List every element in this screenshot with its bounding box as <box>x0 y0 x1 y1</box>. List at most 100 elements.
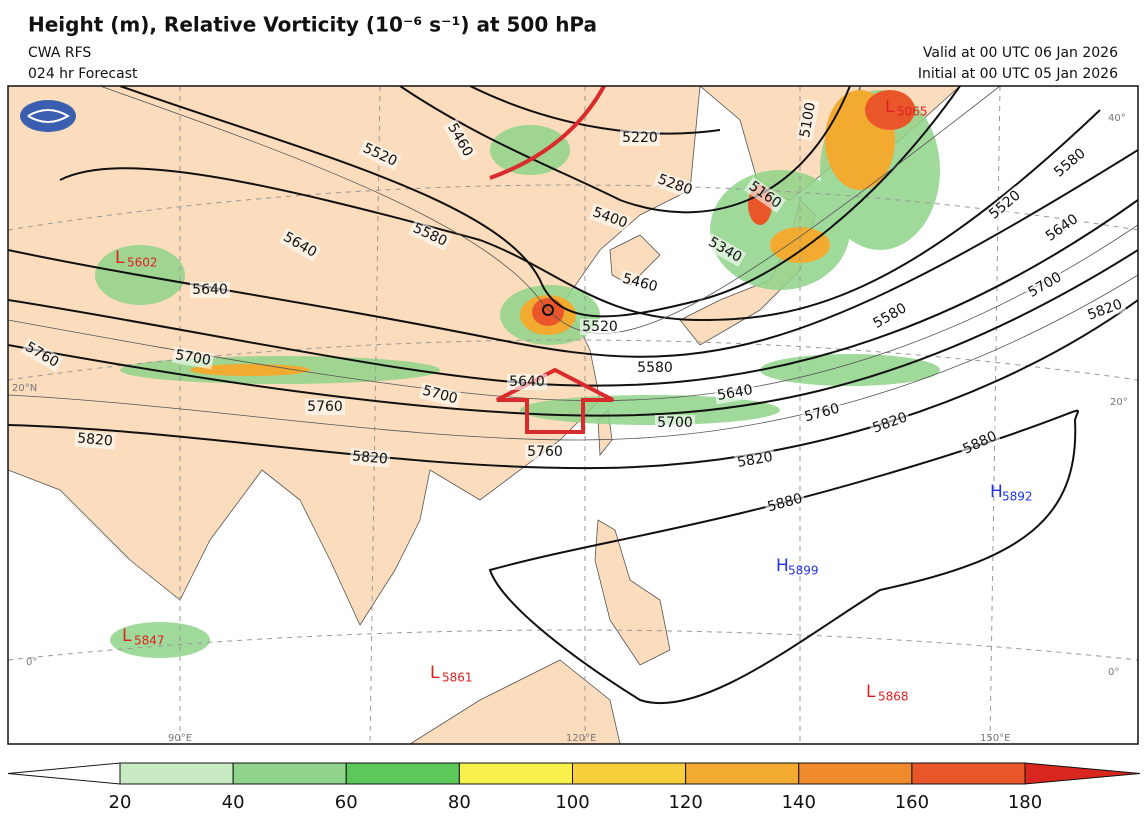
logo <box>20 100 76 132</box>
colorbar-tick-label: 120 <box>668 792 702 813</box>
contour-label: 5760 <box>527 444 563 460</box>
contour-label-bg <box>620 130 660 146</box>
vorticity-shading <box>95 90 940 658</box>
colorbar-segment <box>345 762 460 785</box>
center-letter: L <box>122 626 132 646</box>
colorbar-segment <box>458 762 573 785</box>
center-letter: L <box>115 248 125 268</box>
graticule <box>8 86 1138 744</box>
contour-label-bg <box>1049 144 1091 182</box>
contour-label-bg <box>655 415 695 431</box>
contour-label-bg <box>635 360 675 376</box>
colorbar-segment <box>685 762 800 785</box>
geo-label: 40° <box>1108 113 1126 124</box>
contour-label-bg <box>1041 209 1083 247</box>
contour-label-bg <box>588 203 632 233</box>
arrow-annotation <box>496 367 614 434</box>
center-value: 5868 <box>878 690 909 704</box>
trough-line <box>489 86 606 180</box>
contour-label: 5640 <box>716 382 754 404</box>
contour-label-bg <box>190 282 230 298</box>
colorbar-tick-label: 160 <box>895 792 929 813</box>
colorbar-tick-label: 40 <box>222 792 245 813</box>
colorbar-segment <box>911 762 1026 785</box>
colorbar-segment <box>119 762 234 785</box>
contour-label: 5580 <box>637 360 673 376</box>
geo-label: 0° <box>26 657 37 668</box>
contour-label: 5700 <box>657 415 693 431</box>
center-value: 5861 <box>442 671 473 685</box>
forecast: 024 hr Forecast <box>28 66 138 82</box>
contour-label-bg <box>1023 268 1067 302</box>
contour-label: 5820 <box>77 430 114 449</box>
geo-label: 120°E <box>566 733 596 744</box>
geo-label: 20°N <box>12 383 37 394</box>
contour-label-bg <box>20 338 64 372</box>
valid-time: Valid at 00 UTC 06 Jan 2026 <box>923 45 1118 61</box>
contour-label: 5220 <box>622 130 658 146</box>
contour-label: 5640 <box>509 374 545 390</box>
colorbar-tick-label: 100 <box>555 792 589 813</box>
contour-label-bg <box>763 490 807 516</box>
model: CWA RFS <box>28 45 91 61</box>
contour-label-bg <box>800 400 844 426</box>
land-asia <box>8 86 701 626</box>
logo-mark <box>27 109 70 123</box>
contour-label: 5520 <box>582 319 618 335</box>
initial-time: Initial at 00 UTC 05 Jan 2026 <box>918 66 1118 82</box>
contour-label-bg <box>349 448 391 468</box>
contour-label-bg <box>358 139 402 171</box>
title: Height (m), Relative Vorticity (10⁻⁶ s⁻¹… <box>28 13 597 37</box>
geo-label: 0° <box>1108 667 1119 678</box>
colorbar-low-triangle <box>7 762 121 785</box>
contour-label-bg <box>713 381 757 405</box>
contour-label: 5820 <box>352 448 389 467</box>
colorbar-tick-label: 60 <box>335 792 358 813</box>
contour-label-bg <box>418 382 462 408</box>
contour-label: 5640 <box>192 282 228 298</box>
contour-label: 5100 <box>797 101 819 139</box>
contour-label-bg <box>984 186 1026 224</box>
contour-label: 5820 <box>736 449 774 471</box>
center-letter: L <box>430 663 440 683</box>
colorbar-segment <box>232 762 347 785</box>
contour-label-bg <box>868 408 912 438</box>
map-frame <box>7 85 1139 745</box>
geo-label: 150°E <box>980 733 1010 744</box>
center-letter: H <box>990 482 1003 502</box>
contour-label: 5760 <box>307 399 343 415</box>
colorbar: 20 40 60 80 100 120 140 160 180 <box>7 762 1141 813</box>
center-letter: H <box>776 556 789 576</box>
colorbar-segment <box>572 762 687 785</box>
colorbar-tick-label: 20 <box>109 792 132 813</box>
center-value: 5602 <box>127 256 158 270</box>
contour-label-bg <box>703 233 747 267</box>
geo-label: 90°E <box>168 733 192 744</box>
center-value: 5847 <box>134 634 165 648</box>
colorbar-tick-label: 80 <box>448 792 471 813</box>
height-contours <box>8 86 1138 705</box>
center-letter: L <box>885 97 895 117</box>
contour-label-bg <box>733 448 777 472</box>
colorbar-tick-label: 180 <box>1008 792 1042 813</box>
contour-label-bg <box>171 346 215 370</box>
colorbar-tick-label: 140 <box>782 792 816 813</box>
contour-label-bg <box>618 270 662 296</box>
contour-label-bg <box>868 299 912 333</box>
contour-label-bg <box>1083 295 1127 325</box>
contour-label-bg <box>958 427 1002 459</box>
contour-label-bg <box>443 118 477 162</box>
contour-label-bg <box>305 399 345 415</box>
center-letter: L <box>866 682 876 702</box>
contour-label-bg <box>408 219 452 251</box>
low-center-marker <box>542 304 554 316</box>
contour-label-bg <box>74 430 116 450</box>
colorbar-high-triangle <box>1024 762 1141 785</box>
center-value: 5899 <box>788 564 819 578</box>
center-value: 5065 <box>897 105 928 119</box>
center-value: 5892 <box>1002 490 1033 504</box>
contour-label: 5700 <box>174 347 212 369</box>
land-philippines <box>594 519 671 666</box>
